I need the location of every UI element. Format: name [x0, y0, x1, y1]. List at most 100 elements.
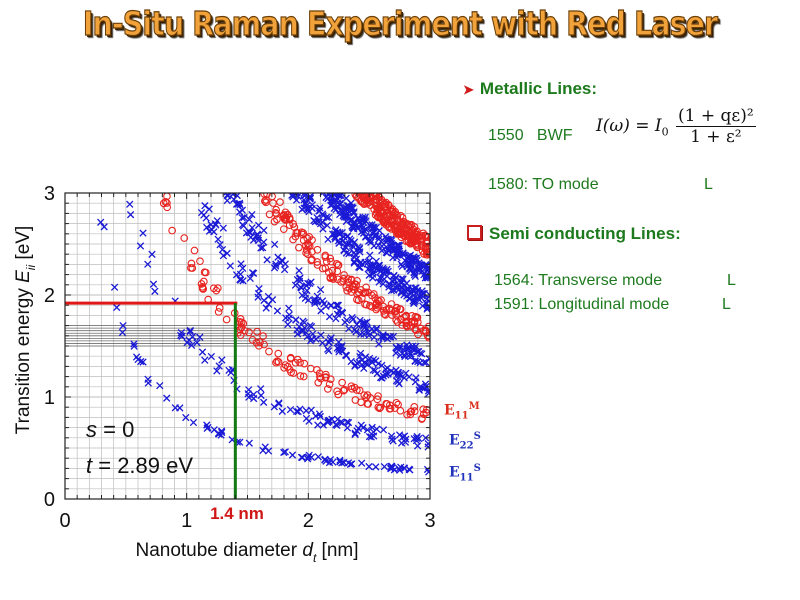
point-semiconducting — [326, 456, 335, 464]
y-axis-label: Transition energy Eii [eV] — [13, 226, 38, 434]
point-semiconducting — [372, 265, 381, 273]
band-label-sup: S — [473, 431, 481, 442]
point-semiconducting — [324, 338, 333, 347]
point-semiconducting — [324, 345, 332, 353]
formula-numerator: (1 + qε)² — [676, 106, 756, 127]
point-metallic — [414, 232, 423, 241]
point-semiconducting — [178, 332, 186, 340]
point-metallic — [362, 300, 371, 309]
point-semiconducting — [293, 276, 302, 284]
point-semiconducting — [249, 269, 258, 277]
point-semiconducting — [286, 405, 295, 414]
metallic-heading-text: Metallic Lines: — [479, 79, 598, 98]
point-semiconducting — [384, 246, 392, 255]
point-semiconducting — [387, 286, 396, 295]
point-metallic — [410, 402, 419, 411]
point-semiconducting — [293, 330, 302, 338]
point-semiconducting — [239, 264, 247, 272]
point-semiconducting — [281, 448, 289, 456]
point-semiconducting — [298, 453, 307, 462]
point-metallic — [425, 333, 430, 342]
point-semiconducting — [248, 210, 256, 219]
point-semiconducting — [365, 354, 374, 363]
point-semiconducting — [341, 243, 350, 251]
point-semiconducting — [201, 202, 209, 210]
point-metallic — [286, 354, 295, 363]
point-metallic — [376, 403, 385, 412]
band-label-sub: 11 — [459, 472, 474, 484]
point-metallic — [347, 288, 356, 296]
point-semiconducting — [110, 283, 119, 291]
point-semiconducting — [375, 340, 383, 348]
point-metallic — [318, 264, 327, 273]
point-semiconducting — [270, 264, 279, 272]
point-metallic — [260, 197, 269, 205]
point-semiconducting — [285, 311, 293, 319]
point-semiconducting — [312, 412, 320, 420]
point-semiconducting — [395, 245, 403, 253]
point-semiconducting — [292, 407, 301, 416]
point-semiconducting — [203, 223, 211, 232]
point-semiconducting — [368, 423, 376, 432]
point-metallic — [377, 296, 385, 304]
point-semiconducting — [219, 252, 228, 260]
point-metallic — [402, 311, 410, 320]
point-semiconducting — [401, 352, 409, 361]
point-semiconducting — [411, 272, 419, 281]
y-tick-label: 0 — [44, 489, 55, 511]
point-semiconducting — [237, 260, 245, 268]
point-semiconducting — [380, 333, 388, 341]
point-semiconducting — [366, 251, 374, 259]
point-semiconducting — [263, 256, 271, 264]
point-semiconducting — [327, 302, 335, 310]
metallic-line-to: 1580: TO mode — [488, 176, 599, 193]
point-semiconducting — [405, 373, 413, 381]
point-semiconducting — [412, 436, 421, 445]
point-semiconducting — [363, 360, 371, 368]
point-semiconducting — [261, 443, 269, 451]
point-metallic — [168, 226, 176, 235]
point-semiconducting — [306, 321, 314, 330]
point-metallic — [387, 220, 396, 229]
point-metallic — [265, 347, 273, 356]
point-semiconducting — [322, 213, 331, 221]
point-metallic — [342, 283, 351, 291]
point-semiconducting — [351, 430, 359, 439]
point-metallic — [263, 193, 271, 198]
point-semiconducting — [369, 366, 378, 374]
point-metallic — [358, 193, 366, 196]
point-semiconducting — [298, 291, 306, 299]
point-metallic — [323, 385, 332, 393]
point-metallic — [368, 291, 376, 300]
point-semiconducting — [216, 241, 224, 249]
point-semiconducting — [387, 367, 395, 375]
point-semiconducting — [383, 265, 391, 273]
y-axis-label-unit: [eV] — [13, 226, 34, 265]
point-semiconducting — [401, 287, 409, 295]
point-metallic — [402, 319, 411, 327]
point-metallic — [313, 261, 322, 269]
point-semiconducting — [139, 229, 147, 237]
point-semiconducting — [347, 357, 355, 366]
point-semiconducting — [335, 307, 343, 315]
point-semiconducting — [201, 356, 209, 364]
point-metallic — [354, 288, 363, 297]
point-semiconducting — [412, 284, 420, 292]
point-metallic — [407, 220, 416, 229]
metallic-line-bwf: 1550 BWF — [488, 127, 573, 144]
x-tick-label: 1 — [181, 510, 192, 532]
point-semiconducting — [253, 231, 262, 239]
point-metallic — [273, 215, 281, 224]
point-semiconducting — [397, 275, 406, 283]
diameter-annotation: 1.4 nm — [210, 504, 264, 523]
point-semiconducting — [260, 238, 268, 246]
point-semiconducting — [341, 351, 350, 359]
point-metallic — [419, 410, 428, 418]
point-semiconducting — [332, 314, 340, 323]
point-metallic — [393, 227, 402, 236]
point-metallic — [412, 241, 421, 250]
point-semiconducting — [416, 359, 424, 367]
point-metallic — [299, 372, 308, 381]
point-semiconducting — [277, 259, 285, 267]
point-metallic — [352, 280, 361, 289]
